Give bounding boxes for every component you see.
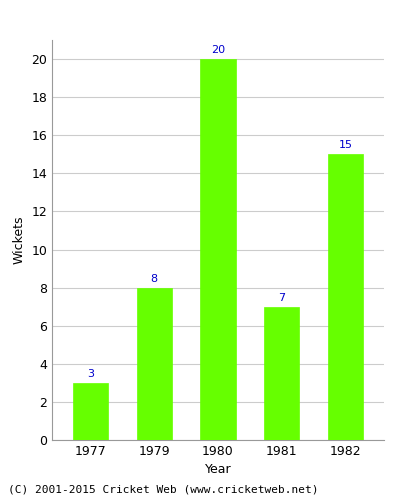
- Text: (C) 2001-2015 Cricket Web (www.cricketweb.net): (C) 2001-2015 Cricket Web (www.cricketwe…: [8, 485, 318, 495]
- Text: 7: 7: [278, 293, 286, 303]
- Bar: [200, 59, 236, 440]
- Bar: [136, 288, 172, 440]
- Text: 20: 20: [211, 45, 225, 55]
- X-axis label: Year: Year: [205, 464, 231, 476]
- Y-axis label: Wickets: Wickets: [13, 216, 26, 264]
- Bar: [264, 306, 300, 440]
- Text: 15: 15: [339, 140, 353, 150]
- Bar: [73, 383, 108, 440]
- Text: 8: 8: [150, 274, 158, 284]
- Bar: [328, 154, 363, 440]
- Text: 3: 3: [87, 369, 94, 379]
